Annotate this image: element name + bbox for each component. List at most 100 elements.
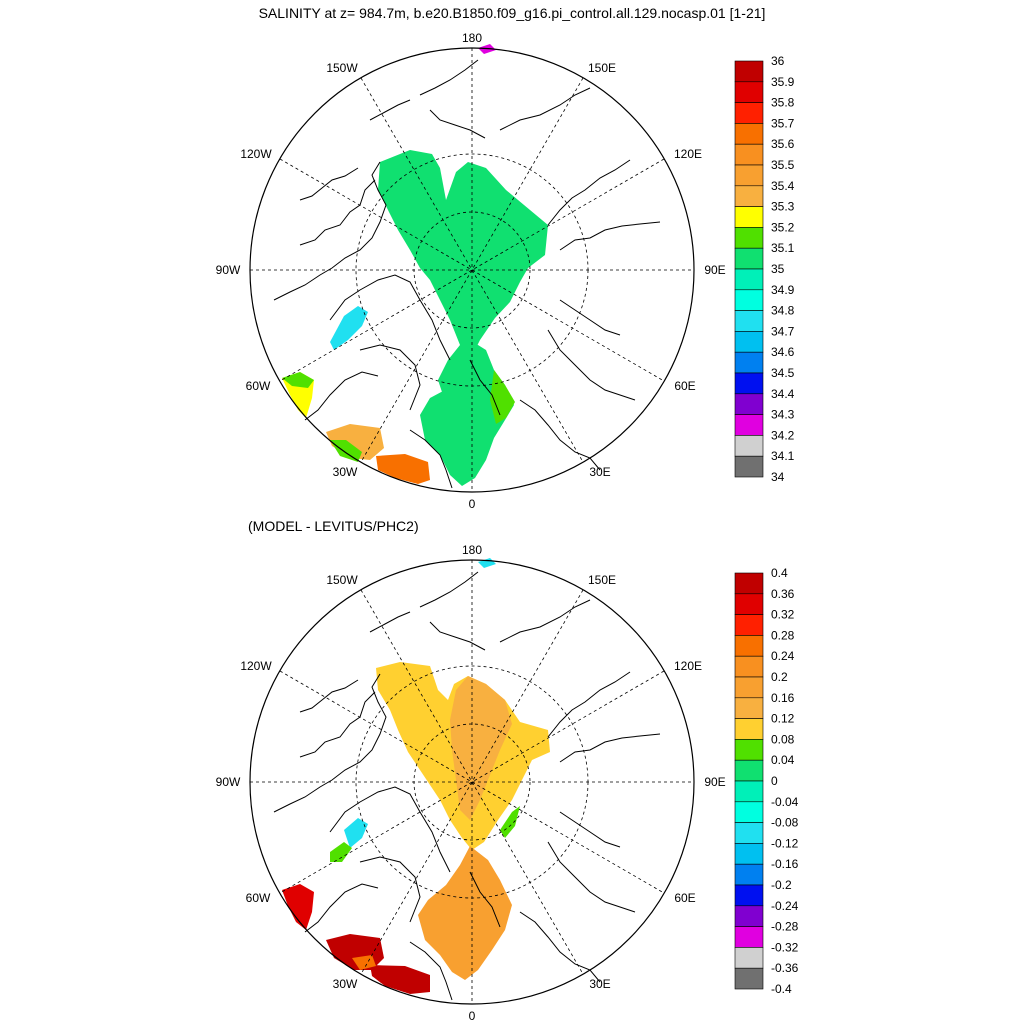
colorbar-box	[734, 393, 764, 415]
salinity-field	[282, 44, 548, 486]
colorbar-box	[734, 967, 764, 990]
colorbar-box	[734, 801, 764, 823]
lon-label-180: 180	[462, 31, 482, 45]
lon-label-90e: 90E	[704, 263, 725, 277]
lon-label-120e: 120E	[674, 659, 702, 673]
colorbar-box	[734, 372, 764, 395]
colorbar-box	[734, 435, 764, 457]
colorbar-label: 0.16	[771, 691, 795, 705]
colorbar-label: 0.28	[771, 628, 795, 642]
colorbar-box	[734, 822, 764, 844]
graticule	[250, 48, 694, 492]
colorbar-label: 34.7	[771, 324, 795, 338]
lon-label-90w: 90W	[216, 263, 241, 277]
lon-label-120w: 120W	[240, 659, 272, 673]
norwegian-sea-green-region	[420, 340, 514, 486]
colorbar-label: 35.1	[771, 241, 795, 255]
lon-label-30w: 30W	[333, 977, 358, 991]
north-atlantic-darkred-band-2	[370, 965, 430, 994]
top-polar-map: 180 150W 150E 120W 120E 90W 90E 60W 60E …	[216, 31, 795, 511]
colorbar-label: 0	[771, 774, 778, 788]
colorbar-box	[734, 593, 764, 615]
colorbar-label: 35.8	[771, 96, 795, 110]
colorbar-box	[734, 102, 764, 124]
colorbar-label: 34.6	[771, 345, 795, 359]
lon-label-0: 0	[469, 1009, 476, 1023]
colorbar-label: 35.3	[771, 200, 795, 214]
colorbar-label: 34.5	[771, 366, 795, 380]
colorbar-box	[734, 635, 764, 657]
colorbar-box	[734, 289, 764, 311]
longitude-labels: 180 150W 150E 120W 120E 90W 90E 60W 60E …	[216, 543, 726, 1023]
colorbar-label: 34.2	[771, 428, 795, 442]
colorbar-label: 35.6	[771, 137, 795, 151]
colorbar-label: -0.36	[771, 961, 799, 975]
coastlines	[273, 59, 661, 489]
colorbar-label: 0.04	[771, 753, 795, 767]
colorbar-label: 34.1	[771, 449, 795, 463]
lon-label-90w: 90W	[216, 775, 241, 789]
north-atlantic-darkorange-band	[376, 454, 430, 484]
colorbar-label: 0.24	[771, 649, 795, 663]
north-pacific-cyan-spot	[478, 558, 496, 568]
colorbar-label: 0.12	[771, 712, 795, 726]
colorbar-label: -0.24	[771, 899, 799, 913]
colorbar-label: 35	[771, 262, 785, 276]
colorbar-box	[734, 247, 764, 270]
lon-label-90e: 90E	[704, 775, 725, 789]
graticule	[250, 560, 694, 1004]
lon-label-150e: 150E	[588, 61, 616, 75]
colorbar-box	[734, 60, 764, 83]
colorbar-label: -0.32	[771, 940, 799, 954]
colorbar-box	[734, 81, 764, 103]
lon-label-30w: 30W	[333, 465, 358, 479]
salinity-difference-field	[282, 558, 550, 994]
colorbar-bottom: 0.4 0.36 0.32 0.28 0.24 0.2 0.16 0.12 0.08 0.04 0 -…	[734, 566, 799, 996]
colorbar-label: 0.36	[771, 587, 795, 601]
colorbar-box	[734, 310, 764, 332]
colorbar-box	[734, 697, 764, 719]
colorbar-label: -0.4	[771, 982, 792, 996]
colorbar-label: -0.04	[771, 795, 799, 809]
colorbar-box	[734, 331, 764, 353]
colorbar-box	[734, 780, 764, 803]
colorbar-box	[734, 414, 764, 436]
colorbar-label: -0.12	[771, 836, 799, 850]
colorbar-label: 0.4	[771, 566, 788, 580]
lon-label-60w: 60W	[246, 891, 271, 905]
colorbar-box	[734, 351, 764, 374]
colorbar-label: 0.2	[771, 670, 788, 684]
colorbar-label: -0.2	[771, 878, 792, 892]
colorbar-label: 34.8	[771, 304, 795, 318]
colorbar-box	[734, 676, 764, 699]
colorbar-label: 34.4	[771, 387, 795, 401]
lon-label-0: 0	[469, 497, 476, 511]
labrador-sea-green-edge	[282, 372, 314, 388]
colorbar-box	[734, 123, 764, 145]
colorbar-label: 36	[771, 54, 785, 68]
lon-label-120e: 120E	[674, 147, 702, 161]
colorbar-box	[734, 185, 764, 207]
difference-subtitle: (MODEL - LEVITUS/PHC2)	[248, 518, 419, 534]
bottom-polar-map: 180 150W 150E 120W 120E 90W 90E 60W 60E …	[216, 543, 799, 1023]
colorbar-box	[734, 843, 764, 865]
colorbar-box	[734, 455, 764, 478]
colorbar-label: 34.3	[771, 408, 795, 422]
colorbar-top: 36 35.9 35.8 35.7 35.6 35.5 35.4 35.3 35.2 35.1 35…	[734, 54, 795, 484]
lon-label-150w: 150W	[326, 573, 358, 587]
colorbar-box	[734, 143, 764, 166]
colorbar-box	[734, 268, 764, 291]
colorbar-label: 34.9	[771, 283, 795, 297]
colorbar-box	[734, 739, 764, 761]
colorbar-box	[734, 905, 764, 927]
lon-label-120w: 120W	[240, 147, 272, 161]
colorbar-box	[734, 655, 764, 678]
lon-label-30e: 30E	[589, 465, 610, 479]
colorbar-box	[734, 227, 764, 249]
lon-label-60e: 60E	[674, 379, 695, 393]
lon-label-60e: 60E	[674, 891, 695, 905]
colorbar-label: -0.08	[771, 816, 799, 830]
labrador-sea-red-region	[282, 884, 314, 930]
colorbar-label: -0.16	[771, 857, 799, 871]
colorbar-box	[734, 926, 764, 948]
